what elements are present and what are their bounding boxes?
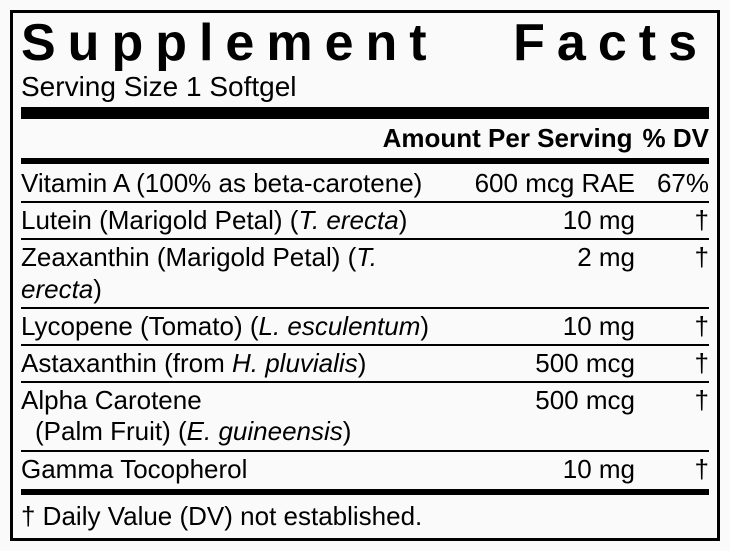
- ingredient-row: Alpha Carotene(Palm Fruit) (E. guineensi…: [21, 381, 709, 449]
- ingredient-name: Lycopene (Tomato) (L. esculentum): [21, 311, 445, 342]
- ingredient-name: Vitamin A (100% as beta-carotene): [21, 168, 445, 199]
- ingredient-amount: 500 mcg: [445, 348, 639, 379]
- divider-medium: [21, 158, 709, 164]
- ingredient-amount: 10 mg: [445, 454, 639, 485]
- ingredient-dv: 67%: [639, 168, 709, 199]
- title-word-1: Supplement: [21, 17, 439, 69]
- ingredient-dv: †: [639, 348, 709, 379]
- ingredient-amount: 10 mg: [445, 311, 639, 342]
- ingredient-name: Alpha Carotene(Palm Fruit) (E. guineensi…: [21, 385, 445, 447]
- footnote: † Daily Value (DV) not established.: [21, 497, 709, 534]
- ingredient-rows: Vitamin A (100% as beta-carotene)600 mcg…: [21, 166, 709, 487]
- ingredient-amount: 2 mg: [445, 242, 639, 273]
- ingredient-amount: 600 mcg RAE: [445, 168, 639, 199]
- serving-size: Serving Size 1 Softgel: [21, 71, 709, 103]
- ingredient-dv: †: [639, 454, 709, 485]
- divider-thick: [21, 107, 709, 119]
- column-header: Amount Per Serving % DV: [21, 121, 709, 156]
- header-spacer: [21, 123, 383, 154]
- ingredient-name: Zeaxanthin (Marigold Petal) (T. erecta): [21, 242, 445, 304]
- ingredient-row: Lutein (Marigold Petal) (T. erecta)10 mg…: [21, 201, 709, 238]
- panel-title: Supplement Facts: [21, 17, 709, 69]
- ingredient-dv: †: [639, 311, 709, 342]
- ingredient-dv: †: [639, 205, 709, 236]
- ingredient-row: Zeaxanthin (Marigold Petal) (T. erecta)2…: [21, 238, 709, 306]
- ingredient-name: Gamma Tocopherol: [21, 454, 445, 485]
- ingredient-row: Vitamin A (100% as beta-carotene)600 mcg…: [21, 166, 709, 201]
- ingredient-row: Astaxanthin (from H. pluvialis)500 mcg†: [21, 344, 709, 381]
- ingredient-row: Gamma Tocopherol10 mg†: [21, 450, 709, 487]
- ingredient-amount: 10 mg: [445, 205, 639, 236]
- ingredient-dv: †: [639, 242, 709, 273]
- divider-medium-bottom: [21, 489, 709, 495]
- header-amount: Amount Per Serving: [383, 123, 633, 154]
- ingredient-row: Lycopene (Tomato) (L. esculentum)10 mg†: [21, 307, 709, 344]
- ingredient-dv: †: [639, 385, 709, 416]
- ingredient-name: Astaxanthin (from H. pluvialis): [21, 348, 445, 379]
- header-dv: % DV: [643, 123, 709, 154]
- ingredient-amount: 500 mcg: [445, 385, 639, 416]
- title-word-2: Facts: [513, 17, 709, 69]
- supplement-facts-panel: Supplement Facts Serving Size 1 Softgel …: [10, 10, 720, 541]
- ingredient-name: Lutein (Marigold Petal) (T. erecta): [21, 205, 445, 236]
